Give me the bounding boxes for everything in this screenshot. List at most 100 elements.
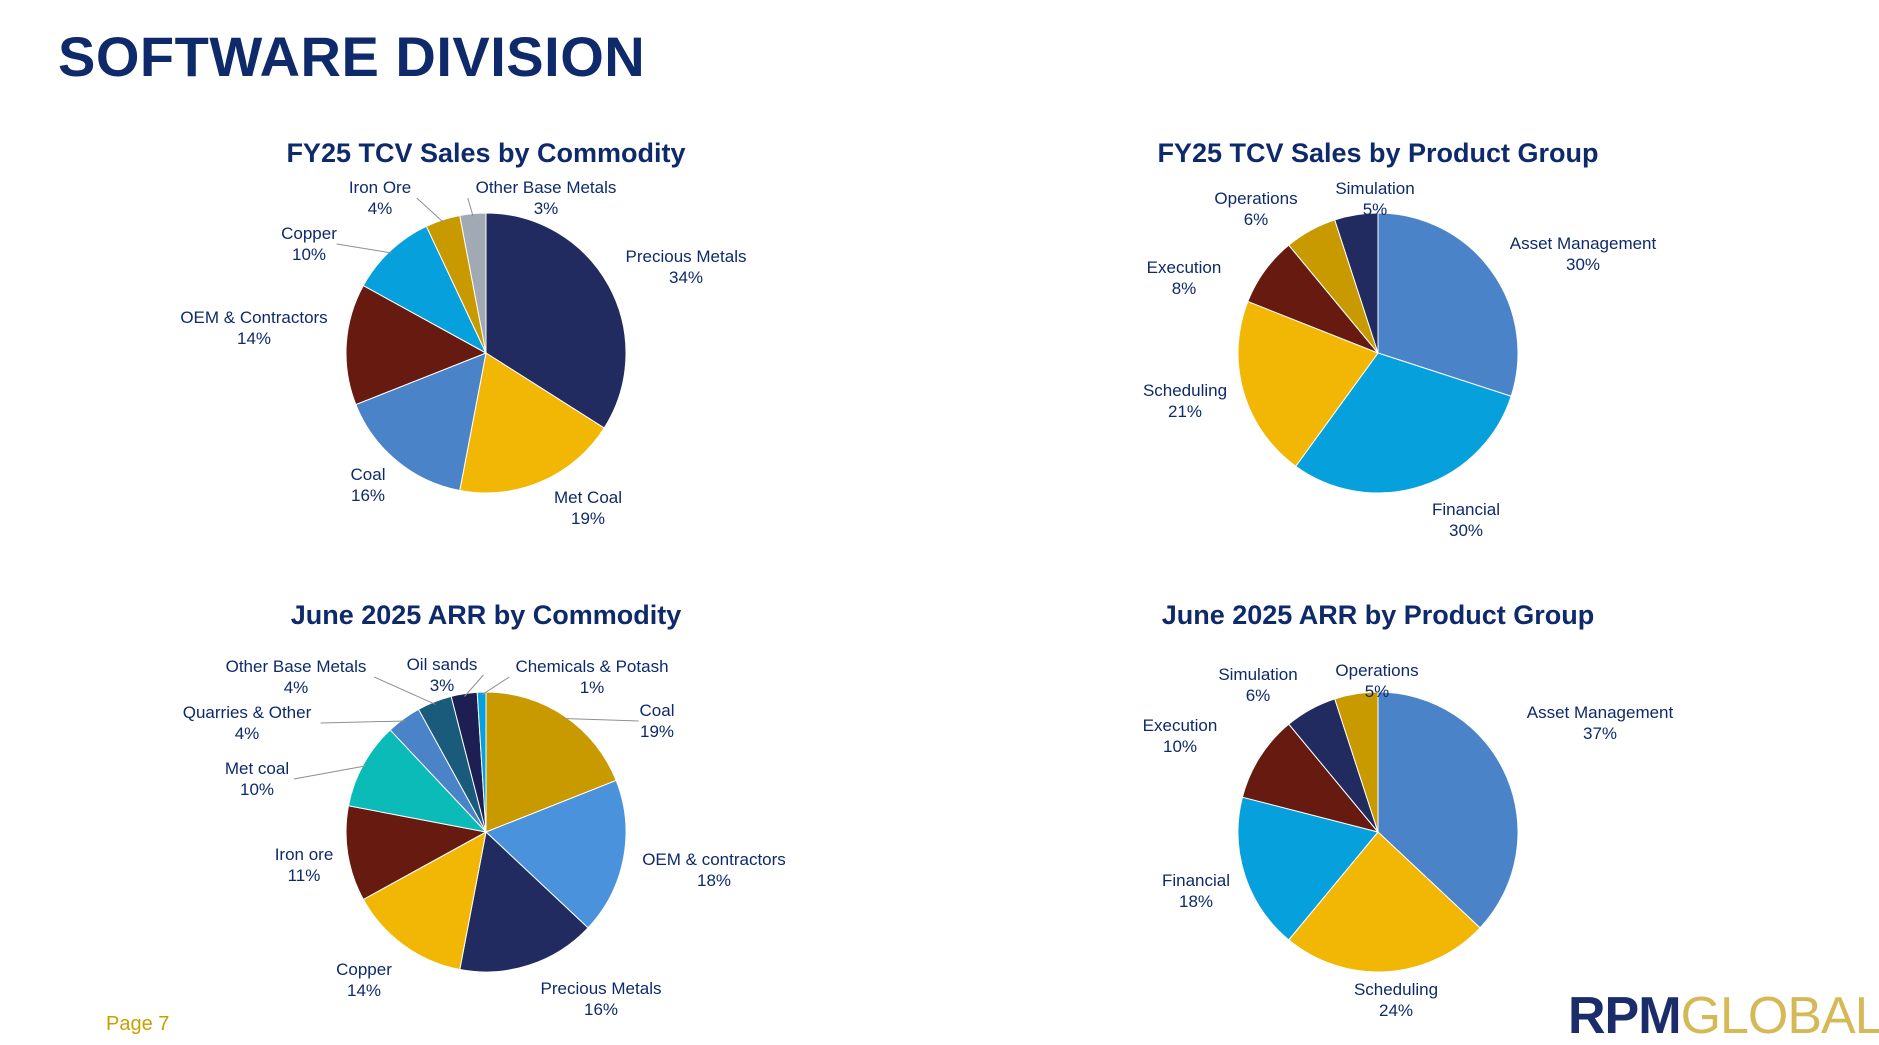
slice-label: Met coal — [225, 759, 289, 778]
slice-label: Operations — [1214, 189, 1297, 208]
pie-slice-asset-management — [1377, 691, 1519, 929]
pie-slice-asset-management — [1377, 212, 1519, 397]
pie-slice-copper — [362, 225, 488, 355]
pie-slice-oem-and-contractors — [485, 779, 627, 929]
page-title: SOFTWARE DIVISION — [58, 25, 646, 88]
slice-percent-label: 10% — [292, 245, 326, 264]
slice-label: Iron Ore — [349, 178, 411, 197]
slice-label: OEM & Contractors — [180, 308, 327, 327]
slice-percent-label: 1% — [580, 678, 605, 697]
slice-percent-label: 18% — [1179, 892, 1213, 911]
leader-line — [336, 243, 393, 254]
pie-slice-simulation — [1334, 212, 1379, 354]
pie-chart-fy25-tcv-sales-by-product-group: FY25 TCV Sales by Product Group Asset Man… — [1143, 138, 1657, 540]
slice-label: Copper — [336, 960, 392, 979]
pie-slice-financial — [1295, 352, 1512, 494]
slice-label: Oil sands — [407, 655, 478, 674]
leader-line — [320, 720, 406, 724]
pie-slice-financial — [1237, 796, 1379, 941]
slice-percent-label: 4% — [368, 199, 393, 218]
pie-slice-coal — [355, 352, 487, 492]
slice-percent-label: 14% — [347, 981, 381, 1000]
pie-slice-execution — [1241, 723, 1380, 833]
slice-percent-label: 18% — [697, 871, 731, 890]
pie-slice-precious-metals — [459, 831, 589, 973]
slice-label: Asset Management — [1510, 234, 1657, 253]
leader-line — [467, 197, 474, 217]
slice-percent-label: 4% — [235, 724, 260, 743]
slice-label: Asset Management — [1527, 703, 1674, 722]
pie-slice-scheduling — [1288, 831, 1481, 973]
slice-percent-label: 6% — [1244, 210, 1269, 229]
slice-percent-label: 30% — [1449, 521, 1483, 540]
slice-label: Scheduling — [1354, 980, 1438, 999]
pie-slice-scheduling — [1237, 300, 1379, 467]
slice-percent-label: 3% — [534, 199, 559, 218]
slice-percent-label: 3% — [430, 676, 455, 695]
slice-percent-label: 34% — [669, 268, 703, 287]
pie-slice-other-base-metals — [459, 212, 487, 354]
slice-percent-label: 6% — [1246, 686, 1271, 705]
slice-label: Financial — [1162, 871, 1230, 890]
chart-title: FY25 TCV Sales by Commodity — [286, 138, 685, 168]
slice-percent-label: 19% — [571, 509, 605, 528]
slice-label: Operations — [1335, 661, 1418, 680]
slice-percent-label: 19% — [640, 722, 674, 741]
page-number: Page 7 — [106, 1013, 170, 1035]
slice-label: Coal — [640, 701, 675, 720]
slice-label: Quarries & Other — [183, 703, 312, 722]
chart-title: FY25 TCV Sales by Product Group — [1157, 138, 1598, 168]
slice-label: Other Base Metals — [476, 178, 617, 197]
leader-line — [416, 197, 444, 223]
slice-label: OEM & contractors — [642, 850, 786, 869]
slice-percent-label: 16% — [584, 1000, 618, 1019]
slice-label: Chemicals & Potash — [515, 657, 668, 676]
slice-label: Precious Metals — [541, 979, 662, 998]
logo-part-rpm: RPM — [1568, 987, 1682, 1045]
slice-label: Simulation — [1218, 665, 1297, 684]
chart-title: June 2025 ARR by Product Group — [1162, 600, 1595, 630]
slice-percent-label: 10% — [1163, 737, 1197, 756]
slice-label: Execution — [1147, 258, 1222, 277]
slice-label: Precious Metals — [626, 247, 747, 266]
slice-percent-label: 21% — [1168, 402, 1202, 421]
pie-slice-precious-metals — [485, 212, 627, 429]
slice-percent-label: 5% — [1363, 200, 1388, 219]
leader-line — [563, 718, 639, 722]
slice-label: Met Coal — [554, 488, 622, 507]
slice-percent-label: 11% — [288, 866, 321, 885]
pie-slice-copper — [362, 831, 487, 971]
slice-percent-label: 30% — [1566, 255, 1600, 274]
pie-chart-fy25-tcv-sales-by-commodity: FY25 TCV Sales by Commodity Precious Meta… — [180, 138, 746, 528]
leader-line — [373, 676, 436, 705]
chart-title: June 2025 ARR by Commodity — [291, 600, 682, 630]
pie-chart-june-2025-arr-by-commodity: June 2025 ARR by Commodity Coal 19% OEM & c… — [183, 600, 786, 1019]
slice-percent-label: 4% — [284, 678, 309, 697]
slice-label: Other Base Metals — [226, 657, 367, 676]
leader-line — [481, 676, 510, 696]
pie-slice-operations — [1334, 691, 1379, 833]
slice-percent-label: 5% — [1365, 682, 1390, 701]
slice-percent-label: 37% — [1583, 724, 1617, 743]
leader-line — [293, 765, 366, 780]
company-logo: RPMGLOBAL — [1568, 990, 1879, 1042]
pie-slice-met-coal — [347, 729, 488, 833]
slice-label: Iron ore — [275, 845, 334, 864]
slice-label: Financial — [1432, 500, 1500, 519]
slice-label: Execution — [1143, 716, 1218, 735]
slice-label: Coal — [351, 465, 386, 484]
slice-percent-label: 16% — [351, 486, 385, 505]
slice-label: Scheduling — [1143, 381, 1227, 400]
logo-part-global: GLOBAL — [1680, 987, 1879, 1045]
leader-line — [464, 674, 484, 697]
slice-label: Copper — [281, 224, 337, 243]
pie-slice-coal — [485, 691, 617, 833]
slice-percent-label: 10% — [240, 780, 274, 799]
slice-label: Simulation — [1335, 179, 1414, 198]
pie-slice-oem-and-contractors — [345, 284, 488, 406]
pie-slice-iron-ore — [345, 805, 488, 901]
slice-percent-label: 14% — [237, 329, 271, 348]
pie-slice-met-coal — [459, 352, 605, 494]
slice-percent-label: 24% — [1379, 1001, 1413, 1020]
